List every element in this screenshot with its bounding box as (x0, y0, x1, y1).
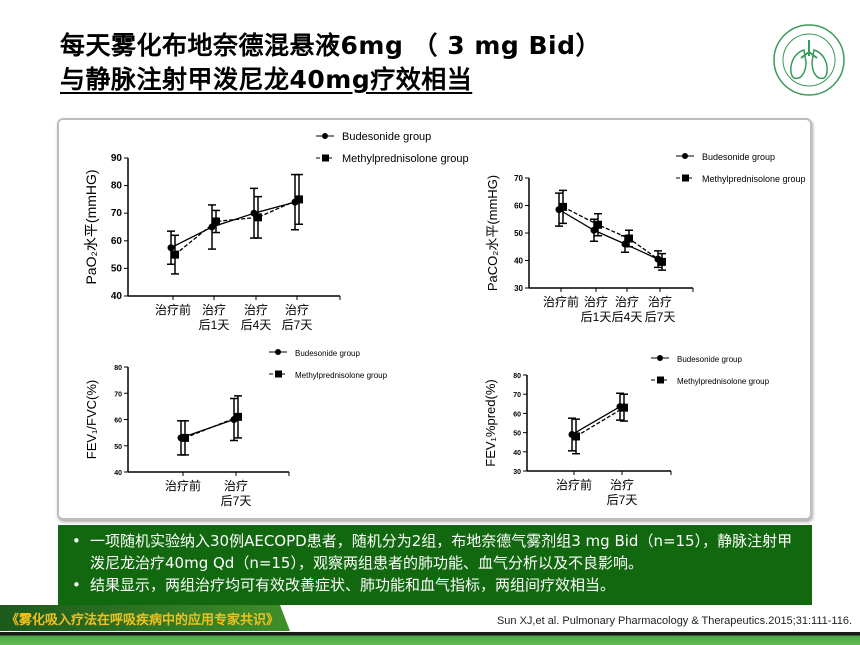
y-tick-label: 70 (111, 208, 123, 219)
data-point (572, 432, 580, 441)
legend-label: Budesonide group (295, 349, 360, 358)
data-point (658, 257, 666, 266)
x-tick-label: 治疗 (202, 303, 226, 317)
legend-marker (682, 174, 689, 182)
legend-label: Budesonide group (342, 131, 431, 143)
data-point (171, 250, 179, 259)
summary-bullet: 结果显示，两组治疗均可有效改善症状、肺功能和血气指标，两组间疗效相当。 (68, 574, 802, 596)
x-tick-label: 后4天 (612, 310, 643, 324)
x-tick-label: 后7天 (221, 494, 252, 508)
y-tick-label: 60 (114, 418, 122, 425)
y-tick-label: 30 (514, 284, 523, 293)
y-tick-label: 70 (513, 392, 521, 399)
y-tick-label: 30 (513, 469, 521, 476)
y-tick-label: 60 (514, 202, 523, 211)
data-point (181, 433, 189, 442)
y-axis-label: FEV₁/FVC(%) (84, 380, 99, 460)
y-axis-label: PaO₂水平(mmHG) (83, 169, 99, 284)
x-tick-label: 治疗前 (556, 477, 592, 492)
series-line (562, 206, 663, 263)
y-tick-label: 80 (114, 365, 122, 372)
citation: Sun XJ,et al. Pulmonary Pharmacology & T… (496, 615, 852, 627)
x-tick-label: 治疗 (648, 295, 672, 309)
legend-label: Methylprednisolone group (677, 377, 770, 386)
x-tick-label: 治疗前 (543, 294, 579, 309)
x-tick-label: 后4天 (241, 318, 272, 332)
y-tick-label: 60 (111, 236, 123, 247)
x-tick-label: 后7天 (282, 318, 313, 332)
legend-label: Budesonide group (702, 152, 775, 162)
legend-label: Budesonide group (677, 355, 742, 364)
y-tick-label: 70 (514, 174, 523, 183)
y-tick-label: 50 (111, 263, 123, 274)
y-tick-label: 50 (514, 229, 523, 238)
legend-marker (322, 154, 329, 162)
y-tick-label: 40 (513, 450, 521, 457)
y-tick-label: 70 (114, 391, 122, 398)
legend-label: Methylprednisolone group (295, 371, 388, 380)
y-tick-label: 40 (514, 257, 523, 266)
data-point (295, 195, 303, 204)
x-tick-label: 后1天 (199, 318, 230, 332)
x-tick-label: 后7天 (645, 310, 676, 324)
legend-marker (275, 349, 281, 355)
footer-bar (0, 632, 860, 645)
x-tick-label: 治疗 (224, 479, 248, 493)
chart-panel (57, 118, 812, 520)
data-point (254, 213, 262, 222)
summary-box: 一项随机实验纳入30例AECOPD患者，随机分为2组，布地奈德气雾剂组3 mg … (58, 525, 812, 605)
slide-title-line2: 与静脉注射甲泼尼龙40mg疗效相当 (60, 65, 473, 94)
association-logo (773, 24, 845, 96)
series-line (571, 406, 621, 436)
y-tick-label: 40 (111, 291, 123, 302)
legend-label: Methylprednisolone group (342, 153, 469, 165)
y-tick-label: 50 (513, 431, 521, 438)
series-line (558, 209, 659, 260)
data-point (559, 202, 567, 211)
legend-marker (322, 133, 328, 139)
y-axis-label: FEV₁%pred(%) (483, 379, 498, 466)
x-tick-label: 后7天 (607, 493, 638, 507)
y-tick-label: 50 (114, 444, 122, 451)
data-point (212, 217, 220, 226)
data-point (620, 403, 628, 412)
x-tick-label: 治疗 (615, 295, 639, 309)
y-tick-label: 90 (111, 153, 123, 164)
slide-title-line1: 每天雾化布地奈德混悬液6mg （ 3 mg Bid） (60, 31, 602, 60)
data-point (234, 412, 242, 421)
x-tick-label: 治疗 (244, 303, 268, 317)
x-tick-label: 治疗前 (165, 478, 201, 493)
data-point (594, 220, 602, 229)
series-line (184, 416, 239, 439)
x-tick-label: 治疗 (285, 303, 309, 317)
legend-label: Methylprednisolone group (702, 174, 806, 184)
y-tick-label: 40 (114, 470, 122, 477)
x-tick-label: 后1天 (581, 310, 612, 324)
legend-marker (682, 153, 688, 159)
y-tick-label: 60 (513, 411, 521, 418)
series-line (575, 407, 625, 437)
y-tick-label: 80 (111, 181, 123, 192)
source-title: 《雾化吸入疗法在呼吸疾病中的应用专家共识》 (6, 613, 280, 628)
x-tick-label: 治疗前 (155, 302, 191, 317)
legend-marker (657, 355, 663, 361)
legend-marker (275, 370, 282, 378)
x-tick-label: 治疗 (610, 478, 634, 492)
data-point (625, 234, 633, 243)
x-tick-label: 治疗 (584, 295, 608, 309)
summary-bullet: 一项随机实验纳入30例AECOPD患者，随机分为2组，布地奈德气雾剂组3 mg … (68, 530, 802, 574)
legend-marker (657, 376, 664, 384)
y-tick-label: 80 (513, 373, 521, 380)
data-point (167, 244, 175, 252)
y-axis-label: PaCO₂水平(mmHG) (485, 175, 500, 291)
series-line (174, 198, 300, 256)
source-banner: 《雾化吸入疗法在呼吸疾病中的应用专家共识》 (0, 605, 290, 631)
